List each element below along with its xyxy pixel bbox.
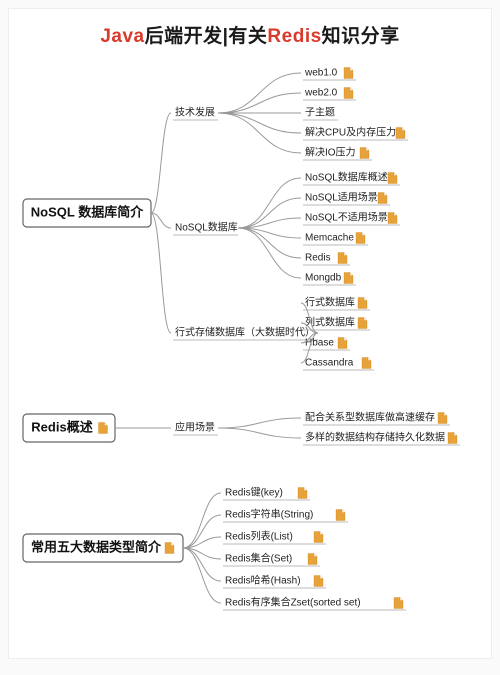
svg-text:Redis哈希(Hash): Redis哈希(Hash) xyxy=(225,574,301,587)
svg-text:Mongdb: Mongdb xyxy=(305,273,342,284)
mindmap-canvas: NoSQL 数据库简介 技术发展 web1.0 web2.0 子主题解决CPU及内存压力… xyxy=(15,58,487,654)
svg-text:NoSQL 数据库简介: NoSQL 数据库简介 xyxy=(31,204,144,219)
svg-text:行式存储数据库（大数据时代）: 行式存储数据库（大数据时代） xyxy=(175,326,315,339)
svg-text:配合关系型数据库做高速缓存: 配合关系型数据库做高速缓存 xyxy=(305,411,435,424)
page: Java后端开发|有关Redis知识分享 NoSQL 数据库简介技术发展web1… xyxy=(8,8,492,659)
svg-text:NoSQL不适用场景: NoSQL不适用场景 xyxy=(305,211,388,224)
svg-text:NoSQL数据库: NoSQL数据库 xyxy=(175,221,238,234)
svg-text:解决IO压力: 解决IO压力 xyxy=(305,146,356,159)
svg-text:Memcache: Memcache xyxy=(305,233,354,244)
svg-text:Redis列表(List): Redis列表(List) xyxy=(225,530,293,543)
title-part-4: 知识分享 xyxy=(322,26,400,47)
svg-text:子主题: 子主题 xyxy=(305,107,335,119)
svg-text:NoSQL数据库概述: NoSQL数据库概述 xyxy=(305,171,388,184)
svg-text:web2.0: web2.0 xyxy=(304,88,338,99)
svg-text:Cassandra: Cassandra xyxy=(305,358,354,369)
svg-text:常用五大数据类型简介: 常用五大数据类型简介 xyxy=(31,539,162,554)
title-part-3: Redis xyxy=(267,26,321,47)
svg-text:Redis有序集合Zset(sorted set): Redis有序集合Zset(sorted set) xyxy=(225,596,361,609)
svg-text:web1.0: web1.0 xyxy=(304,68,338,79)
svg-text:解决CPU及内存压力: 解决CPU及内存压力 xyxy=(305,126,396,139)
svg-text:NoSQL适用场景: NoSQL适用场景 xyxy=(305,191,378,204)
svg-text:行式数据库: 行式数据库 xyxy=(305,296,355,309)
svg-text:多样的数据结构存储持久化数据: 多样的数据结构存储持久化数据 xyxy=(305,431,445,444)
page-title: Java后端开发|有关Redis知识分享 xyxy=(15,21,485,48)
svg-text:Redis: Redis xyxy=(305,253,331,264)
svg-text:Redis键(key): Redis键(key) xyxy=(225,486,283,499)
svg-text:Redis集合(Set): Redis集合(Set) xyxy=(225,552,292,565)
title-part-2: 后端开发|有关 xyxy=(145,26,268,47)
title-part-1: Java xyxy=(100,26,144,47)
svg-text:Redis概述: Redis概述 xyxy=(31,419,92,434)
svg-text:Redis字符串(String): Redis字符串(String) xyxy=(225,508,313,521)
svg-text:应用场景: 应用场景 xyxy=(175,421,215,434)
svg-text:技术发展: 技术发展 xyxy=(175,106,215,119)
